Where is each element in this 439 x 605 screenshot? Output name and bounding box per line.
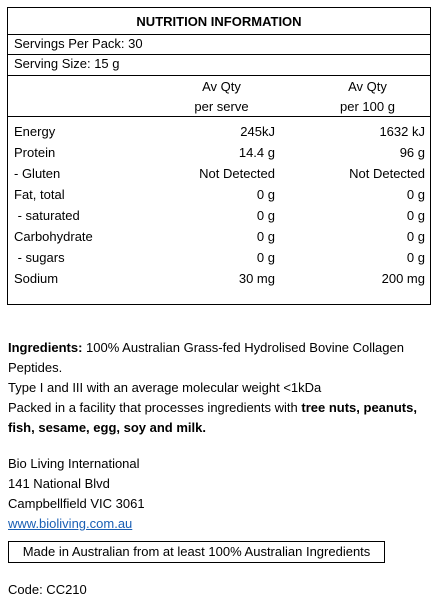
- nutrient-label: Carbohydrate: [14, 229, 93, 244]
- per-serve-value: 0 g: [256, 229, 275, 244]
- ingredients-text: 100% Australian Grass-fed Hydrolised Bov…: [8, 340, 404, 375]
- per-serve-value: 245kJ: [240, 124, 275, 139]
- col-per-100g-header-line1: Av Qty: [348, 79, 387, 94]
- per-serve-value: 0 g: [256, 187, 275, 202]
- nutrient-label: - Gluten: [14, 166, 61, 181]
- per-serve-value: Not Detected: [199, 166, 275, 181]
- servings-per-pack: Servings Per Pack: 30: [14, 36, 143, 51]
- ingredients-section: Ingredients: 100% Australian Grass-fed H…: [8, 338, 433, 438]
- per-100g-value: 0 g: [406, 208, 425, 223]
- nutrient-row: Energy 245kJ 1632 kJ: [8, 121, 430, 142]
- serving-size: Serving Size: 15 g: [14, 56, 120, 71]
- molecular-weight-line: Type I and III with an average molecular…: [8, 380, 322, 395]
- company-address: Bio Living International 141 National Bl…: [8, 454, 433, 534]
- per-100g-value: 0 g: [406, 250, 425, 265]
- nutrient-row: Protein 14.4 g 96 g: [8, 142, 430, 163]
- col-per-serve-header-line2: per serve: [194, 99, 249, 114]
- col-per-serve-header-line1: Av Qty: [202, 79, 241, 94]
- nutrient-row: - saturated 0 g 0 g: [8, 205, 430, 226]
- col-per-100g-header-line2: per 100 g: [340, 99, 395, 114]
- per-100g-value: 200 mg: [381, 271, 425, 286]
- nutrient-row: Sodium 30 mg 200 mg: [8, 268, 430, 289]
- company-city: Campbellfield VIC 3061: [8, 496, 145, 511]
- per-serve-value: 0 g: [256, 250, 275, 265]
- website-link[interactable]: www.bioliving.com.au: [8, 516, 133, 531]
- per-serve-value: 0 g: [256, 208, 275, 223]
- nutrient-label: Energy: [14, 124, 56, 139]
- per-100g-value: 1632 kJ: [379, 124, 425, 139]
- per-100g-value: 96 g: [399, 145, 425, 160]
- product-code: Code: CC210: [8, 582, 87, 597]
- nutrient-row: Carbohydrate 0 g 0 g: [8, 226, 430, 247]
- allergen-statement: Packed in a facility that processes ingr…: [8, 398, 433, 438]
- nutrient-row: - Gluten Not Detected Not Detected: [8, 163, 430, 184]
- per-100g-value: 0 g: [406, 229, 425, 244]
- nutrient-row: - sugars 0 g 0 g: [8, 247, 430, 268]
- panel-title: NUTRITION INFORMATION: [136, 14, 302, 29]
- per-serve-value: 14.4 g: [238, 145, 275, 160]
- divider: [8, 54, 430, 55]
- ingredients-paragraph: Ingredients: 100% Australian Grass-fed H…: [8, 338, 433, 378]
- nutrient-label: Sodium: [14, 271, 59, 286]
- nutrient-label: - saturated: [14, 208, 80, 223]
- divider: [8, 34, 430, 35]
- allergen-prefix: Packed in a facility that processes ingr…: [8, 400, 302, 415]
- divider: [8, 116, 430, 117]
- nutrition-panel: NUTRITION INFORMATION Servings Per Pack:…: [7, 7, 431, 305]
- nutrient-row: Fat, total 0 g 0 g: [8, 184, 430, 205]
- company-street: 141 National Blvd: [8, 476, 110, 491]
- per-serve-value: 30 mg: [238, 271, 275, 286]
- nutrient-label: - sugars: [14, 250, 65, 265]
- nutrient-label: Fat, total: [14, 187, 65, 202]
- per-100g-value: 0 g: [406, 187, 425, 202]
- divider: [8, 75, 430, 76]
- company-name: Bio Living International: [8, 456, 140, 471]
- ingredients-label: Ingredients:: [8, 340, 83, 355]
- nutrient-label: Protein: [14, 145, 56, 160]
- per-100g-value: Not Detected: [349, 166, 425, 181]
- origin-statement: Made in Australian from at least 100% Au…: [8, 541, 385, 563]
- allergen-list: tree nuts, peanuts, fish, sesame, egg, s…: [8, 400, 417, 435]
